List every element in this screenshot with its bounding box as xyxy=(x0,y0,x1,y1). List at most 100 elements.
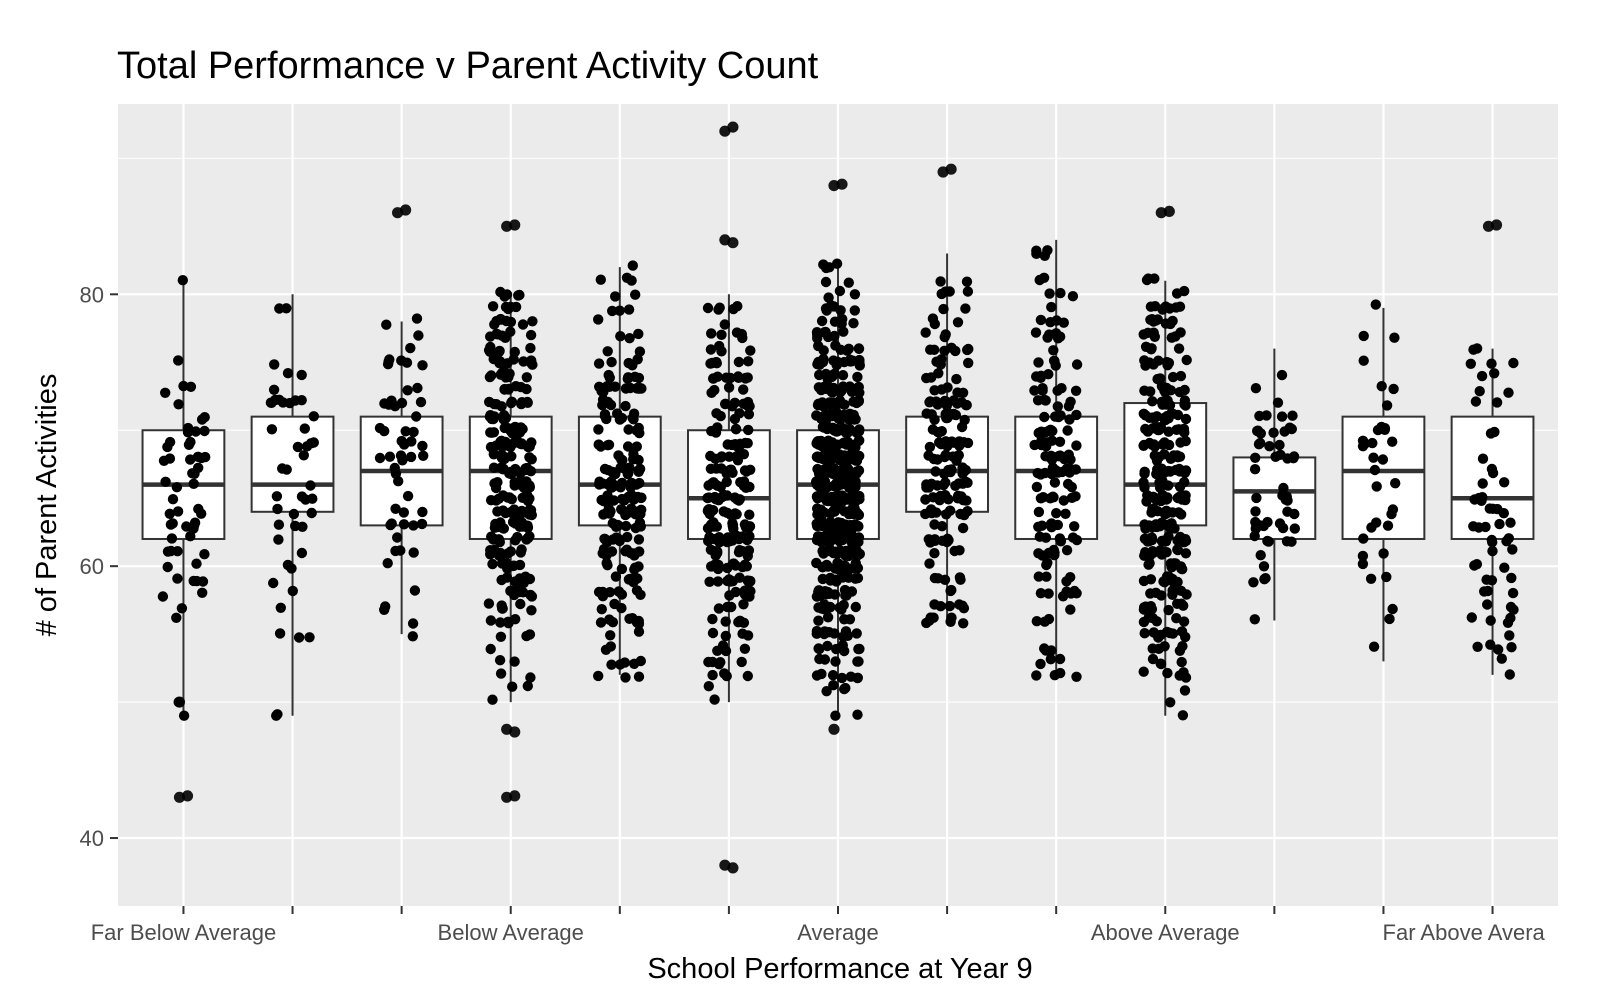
data-point xyxy=(854,357,865,369)
data-point xyxy=(196,508,207,519)
data-point xyxy=(157,591,169,602)
data-point xyxy=(1071,440,1082,451)
data-point xyxy=(1151,616,1163,627)
data-point xyxy=(1138,666,1149,677)
data-point xyxy=(714,340,725,352)
data-point xyxy=(851,550,863,561)
data-point xyxy=(721,476,732,488)
data-point xyxy=(266,424,278,435)
data-point xyxy=(188,575,199,587)
data-point xyxy=(1278,489,1289,500)
data-point xyxy=(525,329,537,341)
data-point xyxy=(952,317,964,328)
data-point xyxy=(1042,332,1053,343)
data-point xyxy=(1249,530,1260,542)
data-point xyxy=(831,258,843,269)
data-point xyxy=(1180,400,1191,411)
data-point xyxy=(724,536,735,547)
data-point xyxy=(1156,535,1168,547)
data-point xyxy=(830,710,841,721)
data-point xyxy=(1357,441,1369,452)
data-point xyxy=(1181,354,1192,366)
data-point xyxy=(850,559,861,570)
data-point xyxy=(624,613,635,624)
data-point xyxy=(1387,603,1398,615)
data-point xyxy=(1149,441,1161,452)
data-point xyxy=(614,535,625,547)
data-point xyxy=(287,585,298,597)
data-point xyxy=(296,369,307,381)
data-point xyxy=(634,477,645,489)
data-point xyxy=(407,618,419,629)
data-point xyxy=(594,381,605,392)
data-point xyxy=(839,683,850,695)
y-axis: 40 60 80 xyxy=(80,282,118,851)
data-point xyxy=(921,482,932,493)
data-point xyxy=(417,360,428,371)
data-point xyxy=(1139,628,1150,639)
data-point xyxy=(1066,481,1078,493)
data-point xyxy=(711,408,722,419)
data-point xyxy=(811,327,823,338)
data-point xyxy=(282,368,294,379)
data-point xyxy=(176,603,188,614)
data-point xyxy=(1153,424,1165,436)
data-point xyxy=(382,558,393,569)
data-point xyxy=(1262,516,1273,528)
data-point xyxy=(1477,453,1489,464)
data-point xyxy=(173,399,184,410)
data-point xyxy=(603,439,615,450)
data-point xyxy=(1172,544,1184,556)
data-point xyxy=(716,329,727,340)
data-point xyxy=(817,561,828,573)
data-point xyxy=(1174,481,1186,492)
data-point xyxy=(171,612,182,623)
data-point xyxy=(173,355,184,366)
data-point xyxy=(736,656,747,668)
data-point xyxy=(623,491,634,502)
data-point xyxy=(852,494,863,505)
data-point xyxy=(516,507,528,519)
data-point xyxy=(1507,544,1518,555)
box-group xyxy=(1014,239,1099,682)
data-point xyxy=(1141,274,1153,286)
data-point xyxy=(925,396,936,407)
data-point xyxy=(828,468,840,480)
data-point xyxy=(525,342,536,354)
data-point xyxy=(710,427,722,438)
data-point xyxy=(413,330,424,341)
data-point xyxy=(1487,545,1498,557)
data-point xyxy=(745,464,756,475)
data-point xyxy=(1045,493,1056,504)
data-point xyxy=(193,462,204,473)
data-point xyxy=(939,331,950,343)
data-point xyxy=(1381,571,1392,583)
data-point xyxy=(270,394,281,406)
data-point xyxy=(1156,517,1168,528)
data-point xyxy=(1468,521,1479,532)
data-point xyxy=(1156,396,1168,407)
data-point xyxy=(829,330,840,342)
data-point xyxy=(1070,464,1082,475)
data-point xyxy=(1504,630,1515,641)
data-point xyxy=(1367,437,1378,449)
data-point xyxy=(524,452,535,463)
data-point xyxy=(712,576,724,587)
data-point xyxy=(713,495,724,506)
data-point xyxy=(935,601,946,612)
data-point xyxy=(1505,612,1516,624)
data-point xyxy=(199,425,210,437)
outlier-point xyxy=(828,723,840,735)
data-point xyxy=(829,425,840,436)
data-point xyxy=(849,289,861,300)
data-point xyxy=(398,507,409,518)
data-point xyxy=(712,371,723,382)
data-point xyxy=(1043,588,1054,599)
data-point xyxy=(501,315,512,327)
data-point xyxy=(392,532,403,543)
data-point xyxy=(273,519,285,530)
data-point xyxy=(398,519,410,530)
box-group xyxy=(141,275,226,803)
data-point xyxy=(733,356,745,368)
